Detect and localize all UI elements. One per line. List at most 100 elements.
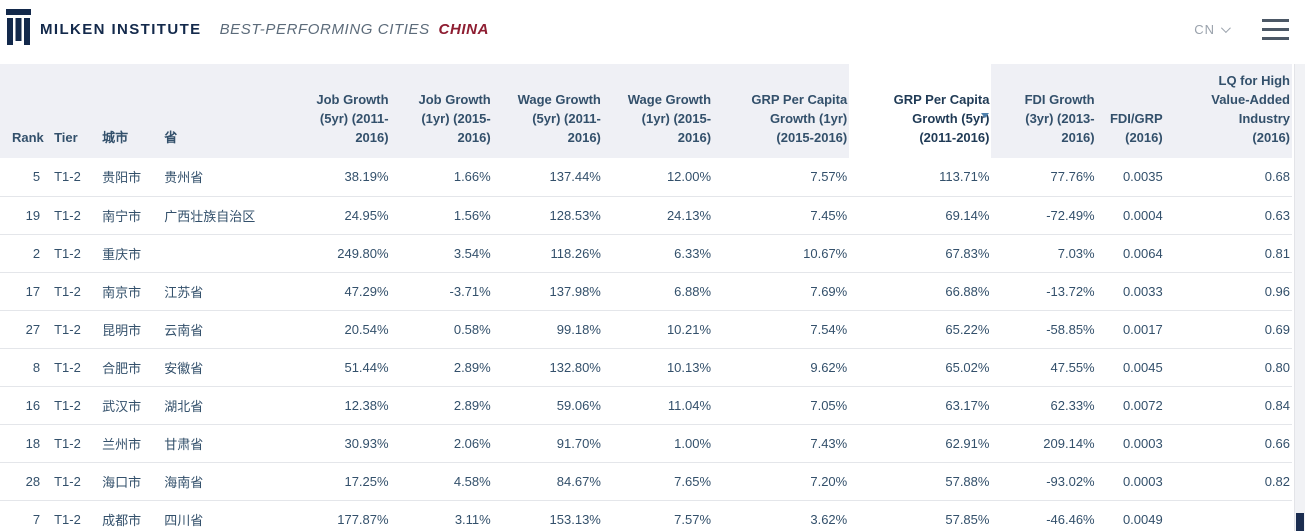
cell-job_growth_1yr: 2.89% xyxy=(390,385,493,424)
cell-rank: 2 xyxy=(0,233,43,272)
column-header-grp_per_capita_growth_1yr[interactable]: GRP Per Capita Growth (1yr) (2015-2016) xyxy=(713,64,849,158)
scrollbar-thumb[interactable] xyxy=(1296,513,1304,531)
cell-grp_per_capita_growth_1yr: 7.54% xyxy=(713,309,850,348)
cell-grp_per_capita_growth_5yr: 69.14% xyxy=(849,195,992,234)
column-header-city[interactable]: 城市 xyxy=(90,64,152,158)
cell-grp_per_capita_growth_5yr: 57.88% xyxy=(849,461,992,500)
cell-rank: 19 xyxy=(0,195,43,234)
cell-wage_growth_5yr: 91.70% xyxy=(492,423,603,462)
cell-job_growth_5yr: 177.87% xyxy=(270,499,391,531)
cell-fdi_grp: 0.0045 xyxy=(1096,347,1165,386)
language-selector[interactable]: CN xyxy=(1194,21,1231,37)
cell-fdi_grp: 0.0003 xyxy=(1096,423,1165,462)
cell-wage_growth_1yr: 6.33% xyxy=(602,233,714,272)
column-header-lq_high_value[interactable]: LQ for High Value-Added Industry (2016) xyxy=(1165,64,1292,158)
top-bar: MILKEN INSTITUTE BEST-PERFORMING CITIES … xyxy=(0,0,1305,64)
cell-job_growth_1yr: -3.71% xyxy=(390,271,493,310)
table-row: 5 T1-2 贵阳市 贵州省 38.19% 1.66% 137.44% 12.00% 7.57%… xyxy=(0,158,1292,196)
sort-descending-icon xyxy=(981,113,990,118)
cell-wage_growth_5yr: 99.18% xyxy=(492,309,603,348)
cell-province: 广西壮族自治区 xyxy=(152,195,271,234)
cell-grp_per_capita_growth_5yr: 65.22% xyxy=(849,309,992,348)
cell-job_growth_5yr: 51.44% xyxy=(270,347,391,386)
milken-institute-logo[interactable]: MILKEN INSTITUTE xyxy=(6,9,202,49)
cell-job_growth_5yr: 20.54% xyxy=(270,309,391,348)
brand-text: MILKEN INSTITUTE xyxy=(40,20,202,38)
cell-city: 武汉市 xyxy=(90,385,153,424)
cell-job_growth_1yr: 3.54% xyxy=(390,233,493,272)
cell-job_growth_5yr: 38.19% xyxy=(344,169,389,185)
cell-grp_per_capita_growth_1yr: 7.45% xyxy=(713,195,850,234)
column-header-province[interactable]: 省 xyxy=(152,64,270,158)
cell-wage_growth_1yr: 1.00% xyxy=(602,423,714,462)
cell-fdi_growth_3yr: -13.72% xyxy=(991,271,1097,310)
column-header-tier[interactable]: Tier xyxy=(42,64,90,158)
cell-tier: T1-2 xyxy=(54,169,81,185)
cell-tier: T1-2 xyxy=(42,461,91,500)
cell-wage_growth_1yr: 24.13% xyxy=(602,195,714,234)
cell-job_growth_5yr: 30.93% xyxy=(270,423,391,462)
cell-grp_per_capita_growth_1yr: 9.62% xyxy=(713,347,850,386)
cell-grp_per_capita_growth_5yr: 66.88% xyxy=(849,271,992,310)
cell-job_growth_5yr: 249.80% xyxy=(270,233,391,272)
table-header-row: Rank Tier 城市 省 Job Growth (5yr) (2011- 2016)… xyxy=(0,64,1292,158)
column-header-label: Rank xyxy=(12,130,44,145)
column-header-fdi_growth_3yr[interactable]: FDI Growth (3yr) (2013- 2016) xyxy=(991,64,1096,158)
table-row: 27 T1-2 昆明市 云南省 20.54% 0.58% 99.18% 10.21% 7.54%… xyxy=(0,309,1292,348)
hamburger-bar xyxy=(1262,36,1289,40)
cell-province: 江苏省 xyxy=(152,271,271,310)
cell-fdi_grp: 0.0003 xyxy=(1096,461,1165,500)
cell-grp_per_capita_growth_5yr: 65.02% xyxy=(849,347,992,386)
column-header-label: FDI Growth (3yr) (2013- 2016) xyxy=(1024,92,1095,145)
column-header-fdi_grp[interactable]: FDI/GRP (2016) xyxy=(1097,64,1165,158)
column-header-label: 省 xyxy=(164,130,178,145)
cell-fdi_grp: 0.0049 xyxy=(1096,499,1165,531)
cell-wage_growth_1yr: 7.57% xyxy=(602,499,714,531)
cell-rank: 16 xyxy=(0,385,43,424)
cell-job_growth_1yr: 0.58% xyxy=(390,309,493,348)
topbar-right: CN xyxy=(1194,15,1289,44)
column-header-label: Wage Growth (1yr) (2015- 2016) xyxy=(627,92,712,145)
cell-city: 贵阳市 xyxy=(102,170,142,186)
cell-wage_growth_1yr: 6.88% xyxy=(602,271,714,310)
cell-grp_per_capita_growth_5yr: 113.71% xyxy=(939,169,990,185)
cell-lq_high_value: 0.81 xyxy=(1164,233,1292,272)
cell-province: 海南省 xyxy=(152,461,271,500)
cell-grp_per_capita_growth_1yr: 7.05% xyxy=(713,385,850,424)
cell-lq_high_value: 0.63 xyxy=(1164,195,1292,234)
cell-wage_growth_5yr: 137.98% xyxy=(492,271,603,310)
cell-grp_per_capita_growth_1yr: 7.57% xyxy=(810,169,848,185)
column-header-label: Tier xyxy=(54,130,78,145)
vertical-scrollbar[interactable] xyxy=(1294,64,1305,531)
language-label: CN xyxy=(1194,21,1215,37)
cell-wage_growth_1yr: 10.21% xyxy=(602,309,714,348)
column-header-wage_growth_1yr[interactable]: Wage Growth (1yr) (2015- 2016) xyxy=(603,64,713,158)
cell-fdi_growth_3yr: 7.03% xyxy=(991,233,1097,272)
menu-button[interactable] xyxy=(1262,15,1289,44)
column-header-grp_per_capita_growth_5yr[interactable]: GRP Per Capita Growth (5yr) (2011-2016) xyxy=(849,64,992,158)
cell-lq_high_value: 0.80 xyxy=(1164,347,1292,386)
column-header-label: 城市 xyxy=(102,130,129,145)
cell-city: 昆明市 xyxy=(90,309,153,348)
columns-logo-icon xyxy=(6,9,31,49)
cell-city: 海口市 xyxy=(90,461,153,500)
table-row: 18 T1-2 兰州市 甘肃省 30.93% 2.06% 91.70% 1.00% 7.43% 6… xyxy=(0,423,1292,462)
cell-province: 贵州省 xyxy=(164,170,204,186)
column-header-wage_growth_5yr[interactable]: Wage Growth (5yr) (2011- 2016) xyxy=(493,64,603,158)
column-header-job_growth_1yr[interactable]: Job Growth (1yr) (2015- 2016) xyxy=(391,64,493,158)
column-header-rank[interactable]: Rank xyxy=(0,64,44,158)
cell-fdi_grp: 0.0017 xyxy=(1096,309,1165,348)
hamburger-bar xyxy=(1262,27,1289,31)
column-header-label: GRP Per Capita Growth (1yr) (2015-2016) xyxy=(751,92,848,145)
cell-province: 湖北省 xyxy=(152,385,271,424)
cell-wage_growth_5yr: 84.67% xyxy=(492,461,603,500)
column-header-job_growth_5yr[interactable]: Job Growth (5yr) (2011- 2016) xyxy=(270,64,390,158)
table-row: 28 T1-2 海口市 海南省 17.25% 4.58% 84.67% 7.65% 7.20% 5… xyxy=(0,461,1292,500)
cell-fdi_growth_3yr: -72.49% xyxy=(991,195,1097,234)
cell-lq_high_value xyxy=(1164,499,1292,531)
cell-wage_growth_5yr: 118.26% xyxy=(492,233,603,272)
cell-city: 重庆市 xyxy=(90,233,153,272)
cell-rank: 8 xyxy=(0,347,43,386)
cell-grp_per_capita_growth_5yr: 63.17% xyxy=(849,385,992,424)
cell-city: 成都市 xyxy=(90,499,153,531)
